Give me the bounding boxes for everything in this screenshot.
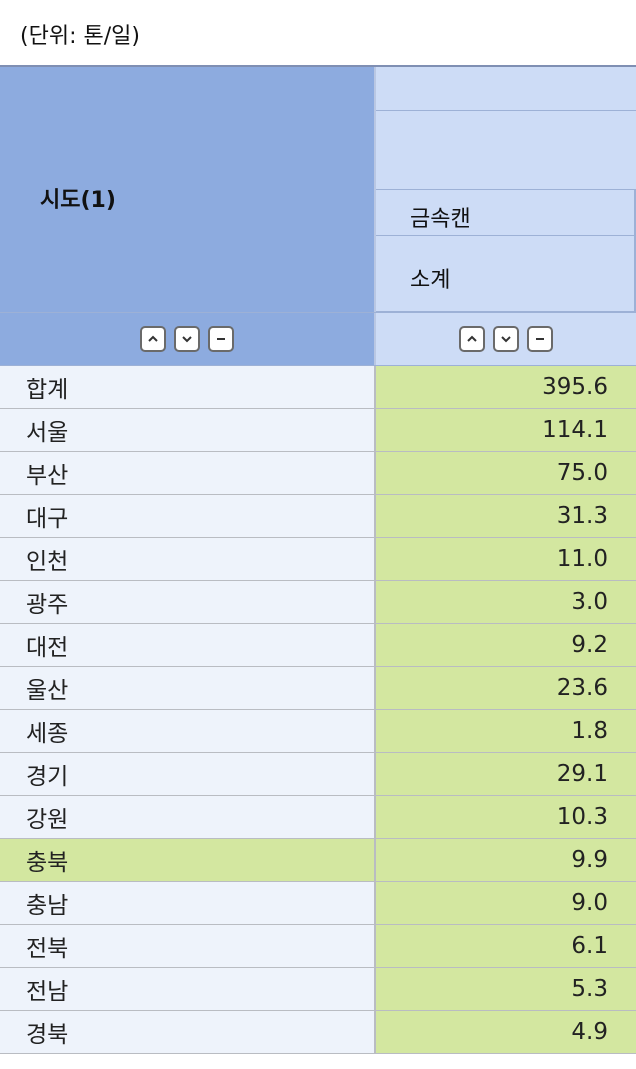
table-row[interactable]: 울산 23.6 xyxy=(0,667,636,710)
sort-ascending-button[interactable] xyxy=(140,326,166,352)
column-header-mid xyxy=(376,111,636,190)
column-sub-header[interactable]: 소계 xyxy=(376,236,636,312)
row-value: 3.0 xyxy=(376,581,636,623)
table-header: 시도(1) 금속캔 소계 xyxy=(0,67,636,312)
chevron-up-icon xyxy=(467,335,477,342)
sort-control-row xyxy=(0,312,636,366)
unit-label: (단위: 톤/일) xyxy=(20,24,140,49)
column-group-label: 금속캔 xyxy=(410,207,471,232)
row-header-title: 시도(1) xyxy=(40,188,116,213)
row-name: 전북 xyxy=(0,925,376,967)
row-value: 31.3 xyxy=(376,495,636,537)
chevron-down-icon xyxy=(501,336,511,343)
table-row[interactable]: 부산 75.0 xyxy=(0,452,636,495)
table-row[interactable]: 경기 29.1 xyxy=(0,753,636,796)
minus-icon xyxy=(536,338,544,340)
sort-ascending-button[interactable] xyxy=(459,326,485,352)
table-row[interactable]: 세종 1.8 xyxy=(0,710,636,753)
column-header-cell: 금속캔 소계 xyxy=(376,67,636,312)
row-value: 23.6 xyxy=(376,667,636,709)
row-name: 대구 xyxy=(0,495,376,537)
column-sub-label: 소계 xyxy=(410,268,451,293)
table-row[interactable]: 경북 4.9 xyxy=(0,1011,636,1054)
row-name: 서울 xyxy=(0,409,376,451)
row-value: 6.1 xyxy=(376,925,636,967)
row-name: 전남 xyxy=(0,968,376,1010)
table-row-selected[interactable]: 충북 9.9 xyxy=(0,839,636,882)
column-group-header[interactable]: 금속캔 xyxy=(376,190,636,236)
row-value: 10.3 xyxy=(376,796,636,838)
row-value: 395.6 xyxy=(376,366,636,408)
column-header-top xyxy=(376,67,636,111)
chevron-up-icon xyxy=(148,335,158,342)
row-name: 인천 xyxy=(0,538,376,580)
chevron-down-icon xyxy=(182,336,192,343)
table-body: 합계 395.6 서울 114.1 부산 75.0 대구 31.3 인천 11.0 광주 3… xyxy=(0,366,636,1054)
column-header-controls xyxy=(376,313,636,365)
table-row[interactable]: 전남 5.3 xyxy=(0,968,636,1011)
row-name: 부산 xyxy=(0,452,376,494)
minus-icon xyxy=(217,338,225,340)
row-name: 경북 xyxy=(0,1011,376,1053)
row-value: 4.9 xyxy=(376,1011,636,1053)
table-row[interactable]: 대구 31.3 xyxy=(0,495,636,538)
sort-descending-button[interactable] xyxy=(493,326,519,352)
sort-descending-button[interactable] xyxy=(174,326,200,352)
table-row[interactable]: 서울 114.1 xyxy=(0,409,636,452)
table-row[interactable]: 강원 10.3 xyxy=(0,796,636,839)
row-value: 9.9 xyxy=(376,839,636,881)
row-name: 세종 xyxy=(0,710,376,752)
row-value: 75.0 xyxy=(376,452,636,494)
row-header-controls xyxy=(0,313,376,365)
row-name: 충남 xyxy=(0,882,376,924)
row-value: 9.0 xyxy=(376,882,636,924)
row-value: 114.1 xyxy=(376,409,636,451)
row-header-cell[interactable]: 시도(1) xyxy=(0,67,376,312)
row-value: 5.3 xyxy=(376,968,636,1010)
row-name: 강원 xyxy=(0,796,376,838)
data-table: 시도(1) 금속캔 소계 xyxy=(0,65,636,1054)
row-name: 광주 xyxy=(0,581,376,623)
table-row[interactable]: 광주 3.0 xyxy=(0,581,636,624)
row-name: 경기 xyxy=(0,753,376,795)
collapse-button[interactable] xyxy=(527,326,553,352)
table-row[interactable]: 전북 6.1 xyxy=(0,925,636,968)
row-name: 울산 xyxy=(0,667,376,709)
row-value: 9.2 xyxy=(376,624,636,666)
row-name: 대전 xyxy=(0,624,376,666)
row-value: 1.8 xyxy=(376,710,636,752)
row-value: 11.0 xyxy=(376,538,636,580)
row-name: 충북 xyxy=(0,839,376,881)
table-row[interactable]: 합계 395.6 xyxy=(0,366,636,409)
row-name: 합계 xyxy=(0,366,376,408)
table-row[interactable]: 충남 9.0 xyxy=(0,882,636,925)
table-row[interactable]: 인천 11.0 xyxy=(0,538,636,581)
row-value: 29.1 xyxy=(376,753,636,795)
table-row[interactable]: 대전 9.2 xyxy=(0,624,636,667)
collapse-button[interactable] xyxy=(208,326,234,352)
